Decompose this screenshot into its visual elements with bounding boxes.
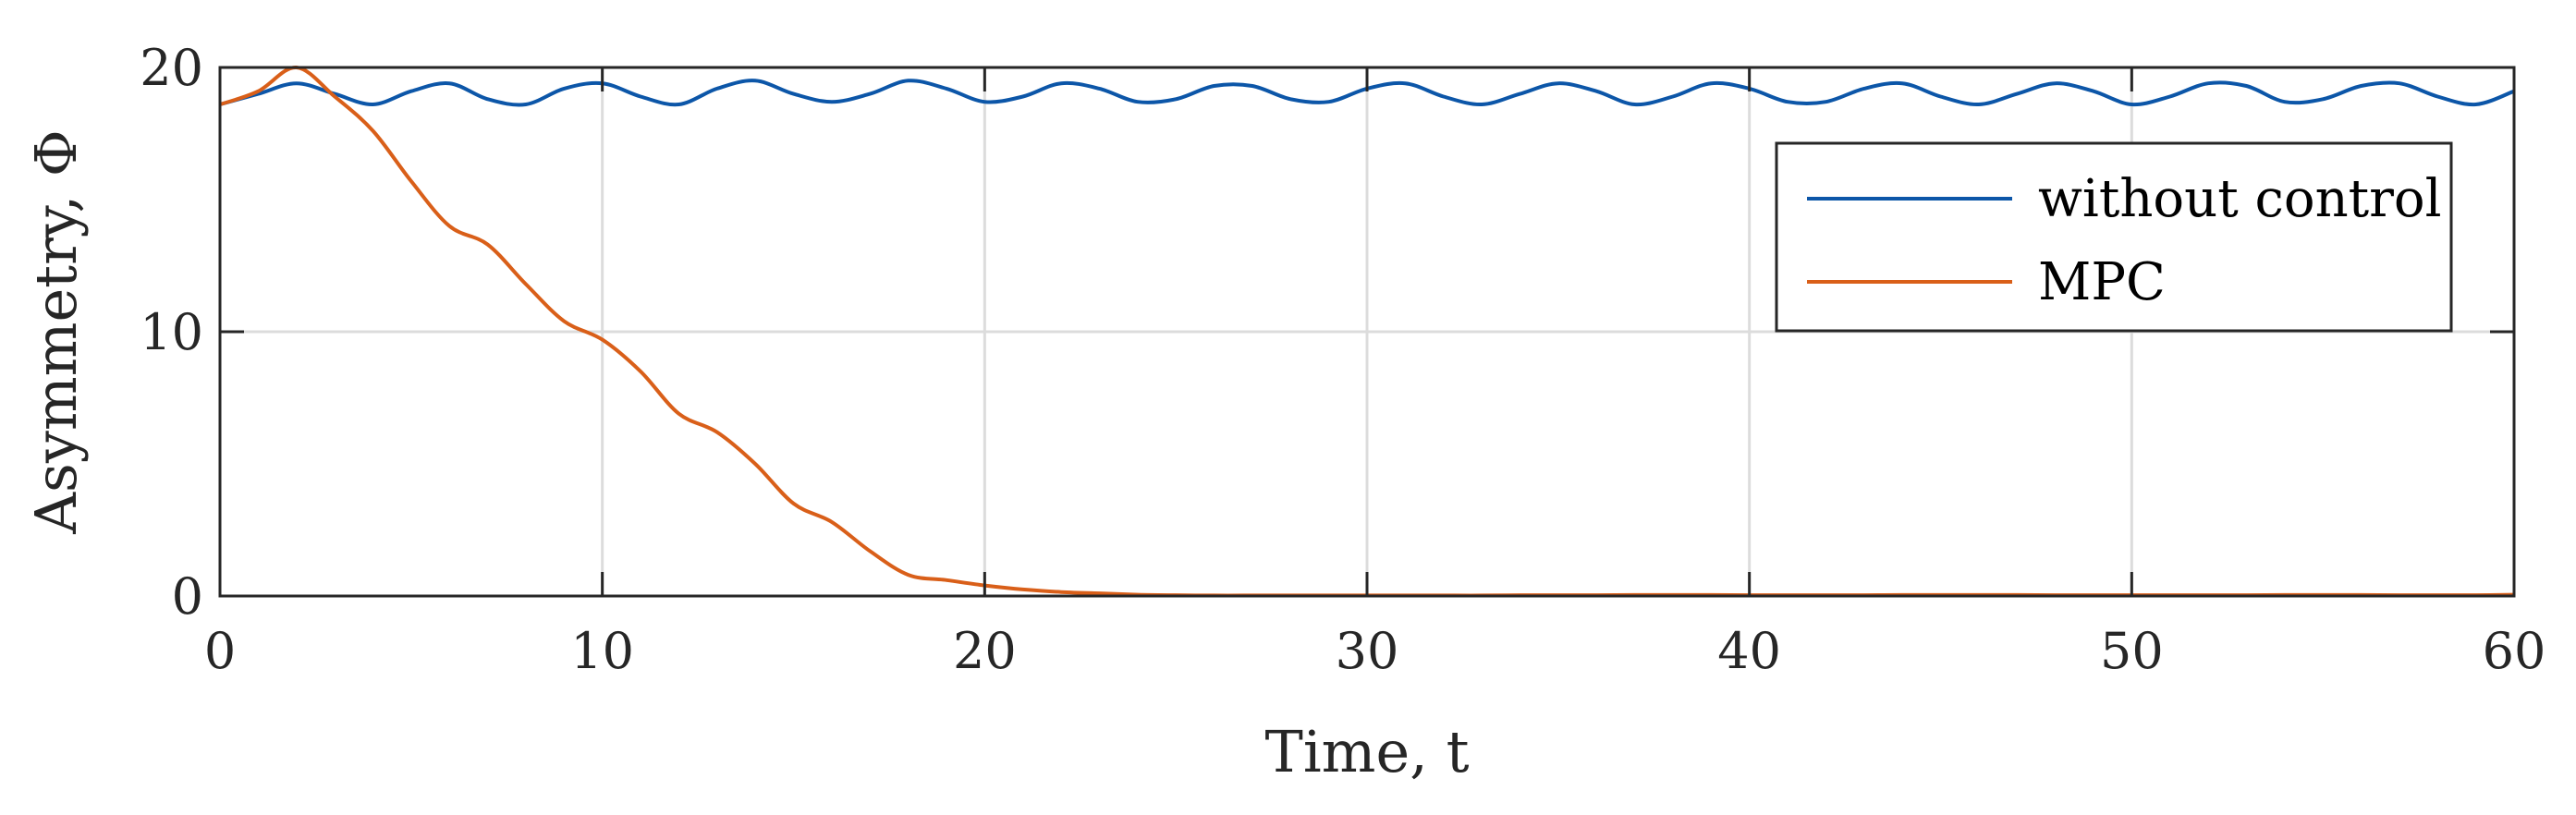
ticks (218, 66, 2516, 598)
tick-labels: 0 10 20 30 40 50 60 0 10 20 (140, 39, 2545, 680)
legend-label-without-control: without control (2038, 169, 2442, 229)
y-tick-label: 20 (140, 39, 203, 97)
legend-box (1775, 141, 2453, 333)
x-tick-label: 10 (570, 622, 634, 680)
x-tick-label: 30 (1336, 622, 1399, 680)
x-tick-label: 20 (953, 622, 1017, 680)
y-tick-label: 10 (140, 303, 203, 361)
legend-label-mpc: MPC (2038, 252, 2166, 312)
y-axis-label: Asymmetry, Φ (22, 129, 90, 534)
x-tick-label: 50 (2100, 622, 2164, 680)
legend: without control MPC (1775, 141, 2453, 333)
x-tick-label: 40 (1717, 622, 1781, 680)
x-axis-label: Time, t (1265, 718, 1470, 785)
x-tick-label: 60 (2483, 622, 2546, 680)
x-tick-label: 0 (204, 622, 236, 680)
y-tick-label: 0 (172, 567, 203, 626)
